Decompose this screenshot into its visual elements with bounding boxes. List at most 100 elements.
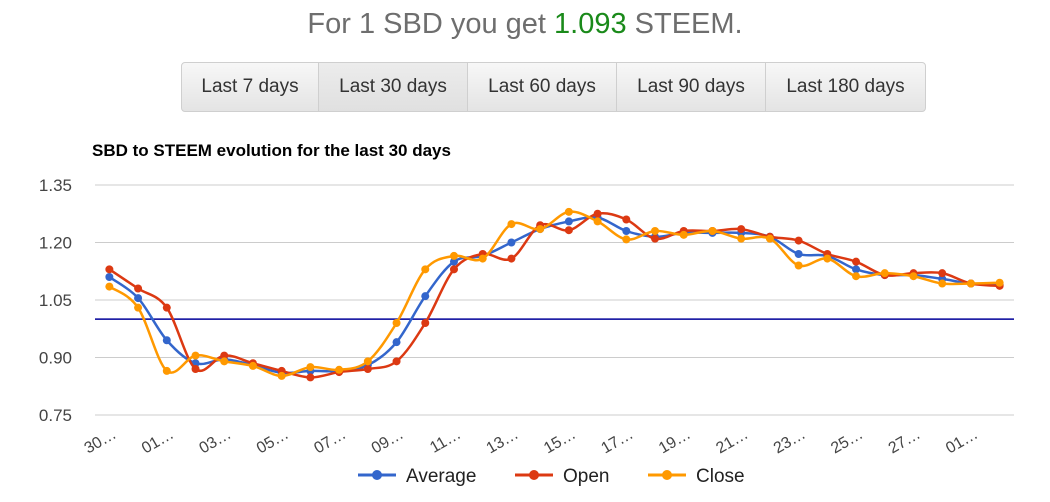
close-point xyxy=(880,269,889,278)
close-point xyxy=(335,365,344,374)
close-series xyxy=(105,207,1004,380)
open-point xyxy=(421,319,430,327)
close-point xyxy=(449,251,458,260)
y-tick-label: 1.20 xyxy=(39,234,72,253)
close-point xyxy=(478,254,487,263)
open-point xyxy=(737,225,746,234)
average-point xyxy=(564,217,573,226)
average-point xyxy=(449,257,458,266)
open-point xyxy=(622,215,631,224)
average-legend-marker xyxy=(372,470,382,480)
close-point xyxy=(966,279,975,288)
x-tick-label: 21… xyxy=(713,426,751,458)
chart-gridlines xyxy=(95,184,1014,416)
x-tick-label: 19… xyxy=(656,426,694,458)
last-7-days-button[interactable]: Last 7 days xyxy=(182,63,319,111)
exchange-rate-value: 1.093 xyxy=(554,8,627,40)
y-axis-labels: 0.75 0.90 1.05 1.20 1.35 xyxy=(39,176,72,425)
close-point xyxy=(909,272,918,281)
chart-title: SBD to STEEM evolution for the last 30 d… xyxy=(92,141,451,160)
x-tick-label: 30… xyxy=(82,426,120,458)
chart-series xyxy=(105,207,1004,382)
average-point xyxy=(162,336,171,345)
open-point xyxy=(105,265,114,274)
x-tick-label: 11… xyxy=(427,426,464,457)
x-tick-label: 01… xyxy=(943,426,981,458)
open-point xyxy=(134,284,143,293)
exchange-rate-headline: For 1 SBD you get 1.093 STEEM. xyxy=(0,8,1050,41)
average-series xyxy=(105,213,1004,377)
average-point xyxy=(507,238,516,247)
open-point xyxy=(564,226,573,235)
open-point xyxy=(191,365,200,373)
x-tick-label: 13… xyxy=(484,426,522,458)
close-point xyxy=(191,351,200,360)
x-tick-label: 05… xyxy=(254,426,292,458)
y-tick-label: 1.35 xyxy=(39,176,72,195)
close-point xyxy=(536,225,545,234)
open-legend-marker xyxy=(529,470,539,480)
close-line xyxy=(108,210,1000,378)
x-axis-labels: 30… 01… 03… 05… 07… 09… 11… 13… 15… 17… 19… 21… 23… 2… xyxy=(82,426,981,458)
headline-suffix: STEEM. xyxy=(626,8,743,40)
x-tick-label: 15… xyxy=(541,426,579,458)
close-point xyxy=(306,363,315,372)
close-point xyxy=(134,303,143,312)
x-tick-label: 07… xyxy=(311,426,349,458)
average-point xyxy=(105,273,114,281)
close-point xyxy=(794,261,803,270)
open-point xyxy=(794,236,803,245)
close-point xyxy=(105,282,114,291)
y-tick-label: 0.75 xyxy=(39,406,72,425)
average-line xyxy=(108,215,1000,375)
x-tick-label: 01… xyxy=(139,426,177,458)
open-point xyxy=(938,269,947,278)
last-180-days-button[interactable]: Last 180 days xyxy=(786,76,905,97)
last-30-days-button[interactable]: Last 30 days xyxy=(319,63,468,111)
close-point xyxy=(708,227,717,235)
close-point xyxy=(679,230,688,239)
close-point xyxy=(852,272,861,281)
x-tick-label: 03… xyxy=(196,426,234,458)
open-point xyxy=(651,234,660,243)
x-tick-label: 23… xyxy=(771,426,809,458)
close-point xyxy=(823,254,832,263)
close-point xyxy=(220,357,229,366)
open-point xyxy=(220,351,229,360)
chart-legend: Average Open Close xyxy=(358,466,745,487)
y-tick-label: 0.90 xyxy=(39,349,72,368)
open-point xyxy=(392,357,401,366)
x-tick-label: 17… xyxy=(599,426,637,458)
close-point xyxy=(162,366,171,375)
y-tick-label: 1.05 xyxy=(39,291,72,310)
close-point xyxy=(765,234,774,243)
last-60-days-button[interactable]: Last 60 days xyxy=(468,63,617,111)
close-point xyxy=(248,361,257,370)
open-point xyxy=(306,373,315,382)
average-point xyxy=(134,294,143,303)
open-series xyxy=(105,209,1004,382)
average-point xyxy=(392,338,401,347)
x-tick-label: 25… xyxy=(828,426,866,458)
open-point xyxy=(162,303,171,312)
close-point xyxy=(593,217,602,226)
x-tick-label: 27… xyxy=(886,426,924,458)
open-point xyxy=(507,254,516,263)
close-legend-label: Close xyxy=(696,466,745,487)
close-point xyxy=(651,227,660,235)
close-point xyxy=(421,265,430,274)
open-point xyxy=(593,209,602,218)
average-point xyxy=(794,250,803,258)
average-legend-label: Average xyxy=(406,466,476,487)
last-90-days-button[interactable]: Last 90 days xyxy=(617,63,766,111)
time-range-button-group: Last 7 days Last 30 days Last 60 days La… xyxy=(181,62,926,112)
headline-prefix: For 1 SBD you get xyxy=(307,8,555,40)
average-point xyxy=(421,292,430,301)
open-point xyxy=(363,365,372,373)
average-point xyxy=(622,227,631,235)
close-point xyxy=(564,207,573,216)
close-point xyxy=(277,371,286,380)
average-point xyxy=(852,265,861,274)
open-line xyxy=(108,212,1000,379)
